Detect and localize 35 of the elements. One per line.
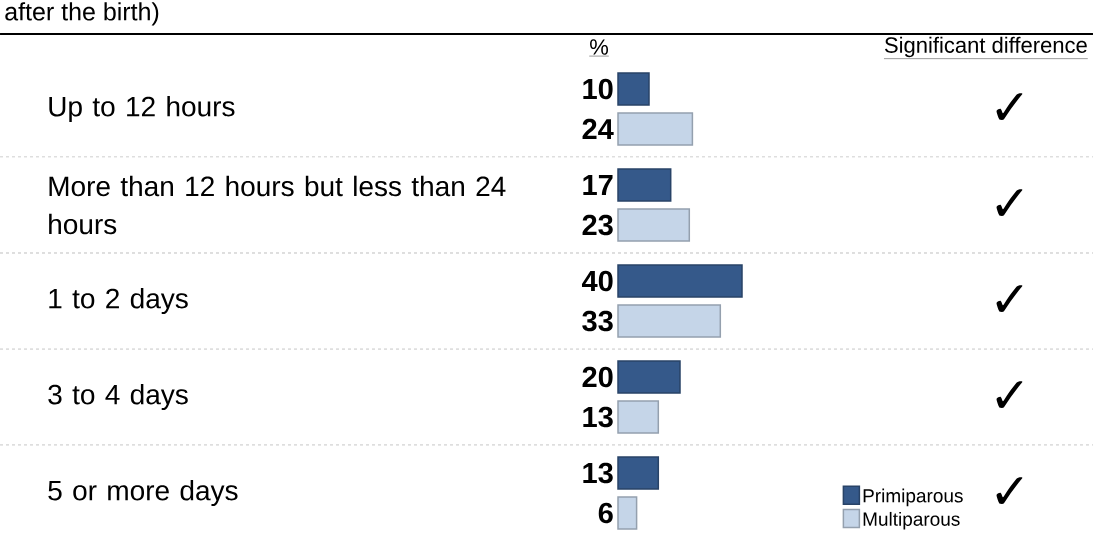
data-label: 13 bbox=[583, 462, 613, 484]
text: ✓ bbox=[996, 381, 1023, 408]
y-tick-label: More than 12 hours but less than 24 hours bbox=[49, 175, 506, 235]
bar bbox=[617, 304, 722, 338]
data-label: 10 bbox=[583, 78, 613, 100]
y-tick-label: 5 or more days bbox=[48, 479, 238, 507]
y-tick-label: 1 to 2 days bbox=[49, 287, 188, 315]
bar bbox=[617, 168, 672, 202]
data-label: 40 bbox=[581, 270, 613, 292]
data-label: 24 bbox=[582, 118, 614, 140]
text: after the birth) bbox=[5, 2, 159, 26]
bar bbox=[617, 208, 691, 242]
legend-label: Multiparous bbox=[863, 511, 960, 530]
y-tick-label: 3 to 4 days bbox=[48, 383, 188, 411]
x-axis-title: % bbox=[590, 39, 609, 55]
bar bbox=[617, 72, 650, 106]
text: ✓ bbox=[996, 477, 1023, 504]
bar bbox=[617, 496, 638, 530]
bar bbox=[617, 456, 660, 490]
bar bbox=[617, 264, 743, 298]
data-label: 20 bbox=[582, 366, 613, 388]
text: ✓ bbox=[996, 189, 1023, 216]
data-label: 17 bbox=[583, 175, 613, 195]
text: ✓ bbox=[996, 93, 1023, 120]
y-tick-label: Up to 12 hours bbox=[49, 95, 235, 123]
bar bbox=[617, 360, 681, 394]
data-label: 13 bbox=[583, 406, 613, 428]
legend-label: Primiparous bbox=[863, 488, 963, 507]
data-label: 33 bbox=[582, 310, 613, 332]
data-label: 6 bbox=[598, 502, 613, 524]
text: ✓ bbox=[996, 285, 1023, 312]
bar bbox=[617, 400, 660, 434]
text: Significant difference bbox=[884, 36, 1087, 58]
data-label: 23 bbox=[582, 214, 613, 236]
bar bbox=[617, 112, 694, 146]
